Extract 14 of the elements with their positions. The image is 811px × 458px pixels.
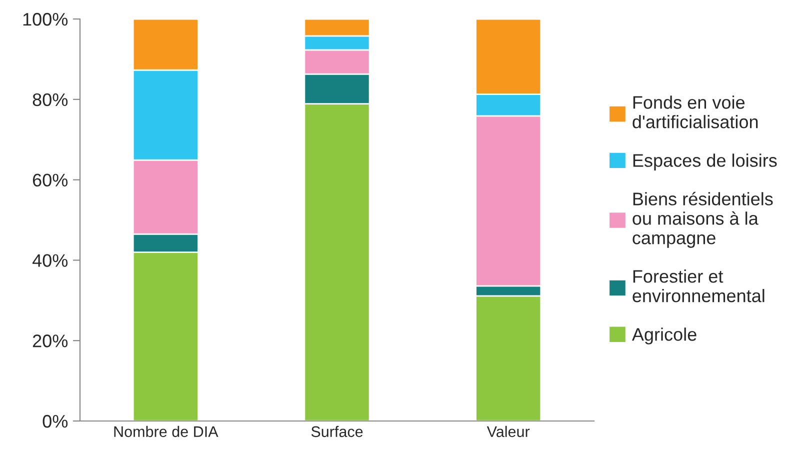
legend-label: Biens résidentiels ou maisons à la campagne xyxy=(632,192,773,248)
legend-label: Forestier et environnemental xyxy=(632,270,764,302)
x-tick-label: Nombre de DIA xyxy=(114,426,218,438)
x-tick-label: Surface xyxy=(311,426,363,438)
legend-label: Agricole xyxy=(632,328,696,344)
y-tick-label: 40% xyxy=(32,254,68,267)
y-tick-label: 80% xyxy=(32,93,68,106)
legend-label: Fonds en voie d'artificialisation xyxy=(632,96,758,128)
y-tick-label: 0% xyxy=(42,414,68,428)
legend-label: Espaces de loisirs xyxy=(633,154,777,170)
y-tick-label: 60% xyxy=(32,174,68,187)
x-tick-label: Valeur xyxy=(486,426,530,438)
y-tick-label: 20% xyxy=(32,334,68,348)
y-tick-label: 100% xyxy=(23,12,68,26)
